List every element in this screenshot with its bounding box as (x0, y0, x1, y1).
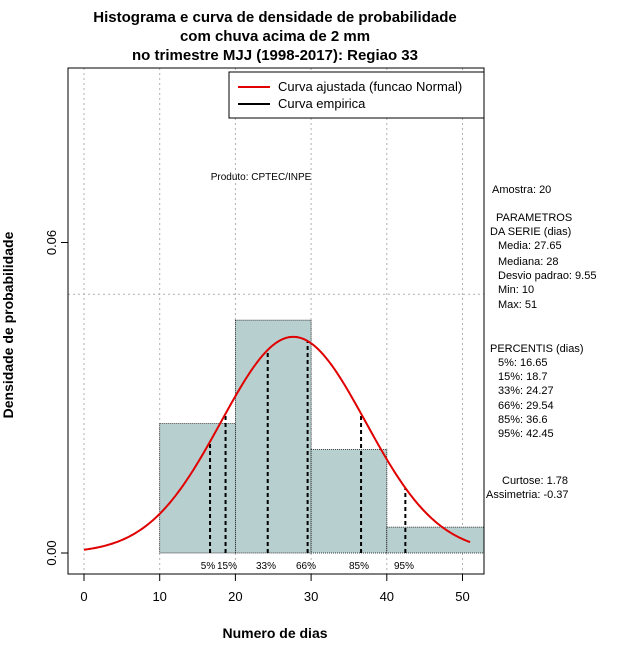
chart-title-line-1: Histograma e curva de densidade de proba… (93, 9, 456, 26)
x-tick-label: 0 (80, 589, 87, 604)
param-mean: Media: 27.65 (498, 240, 562, 252)
params-header-1: PARAMETROS (496, 212, 572, 224)
params-header-2: DA SERIE (dias) (490, 226, 571, 238)
chart-title-line-2: com chuva acima de 2 mm (180, 28, 370, 45)
percentil-15: 15%: 18.7 (498, 371, 548, 383)
percentil-95: 95%: 42.45 (498, 428, 554, 440)
x-tick-label: 20 (228, 589, 242, 604)
percentile-label: 33% (256, 561, 276, 572)
param-sd: Desvio padrao: 9.55 (498, 270, 596, 282)
histogram-bar (234, 319, 312, 554)
histogram-bar (159, 423, 236, 554)
stat-sample: Amostra: 20 (492, 184, 551, 196)
percentis-header: PERCENTIS (dias) (490, 343, 584, 355)
legend-label-normal: Curva ajustada (funcao Normal) (278, 79, 462, 94)
percentile-layer: 5% 15% 33% 66% 85% 95% (201, 341, 414, 572)
percentil-33: 33%: 24.27 (498, 385, 554, 397)
y-tick-label: 0.06 (44, 230, 59, 255)
y-axis: 0.00 0.06 (44, 230, 69, 566)
stat-assimetria: Assimetria: -0.37 (486, 489, 569, 501)
x-tick-label: 40 (380, 589, 394, 604)
x-tick-label: 30 (304, 589, 318, 604)
percentil-85: 85%: 36.6 (498, 414, 548, 426)
bars-layer (159, 319, 485, 554)
param-min: Min: 10 (498, 284, 534, 296)
histogram-bar (386, 526, 485, 554)
percentile-label: 5% (201, 561, 216, 572)
stat-curtose: Curtose: 1.78 (502, 475, 568, 487)
x-axis-label: Numero de dias (222, 625, 327, 641)
normal-fit-curve (83, 335, 471, 551)
percentile-label: 95% (394, 561, 414, 572)
percentile-label: 66% (296, 561, 316, 572)
legend-label-empirical: Curva empirica (278, 96, 366, 111)
percentile-label: 15% (217, 561, 237, 572)
product-label: Produto: CPTEC/INPE (211, 172, 312, 183)
y-axis-label: Densidade de probabilidade (0, 231, 16, 418)
curve-layer (83, 335, 471, 551)
y-tick-label: 0.00 (44, 540, 59, 565)
x-axis: 0 10 20 30 40 50 (80, 573, 470, 604)
x-tick-label: 10 (152, 589, 166, 604)
stats-panel: Amostra: 20 PARAMETROS DA SERIE (dias) M… (486, 184, 596, 501)
param-max: Max: 51 (498, 299, 537, 311)
legend-box (228, 71, 485, 119)
histogram-bar (310, 449, 388, 554)
param-median: Mediana: 28 (498, 256, 559, 268)
x-tick-label: 50 (455, 589, 469, 604)
chart-title-line-3: no trimestre MJJ (1998-2017): Regiao 33 (132, 47, 418, 64)
legend: Curva ajustada (funcao Normal) Curva emp… (228, 71, 485, 119)
percentil-66: 66%: 29.54 (498, 400, 554, 412)
percentile-label: 85% (349, 561, 369, 572)
percentil-5: 5%: 16.65 (498, 357, 548, 369)
